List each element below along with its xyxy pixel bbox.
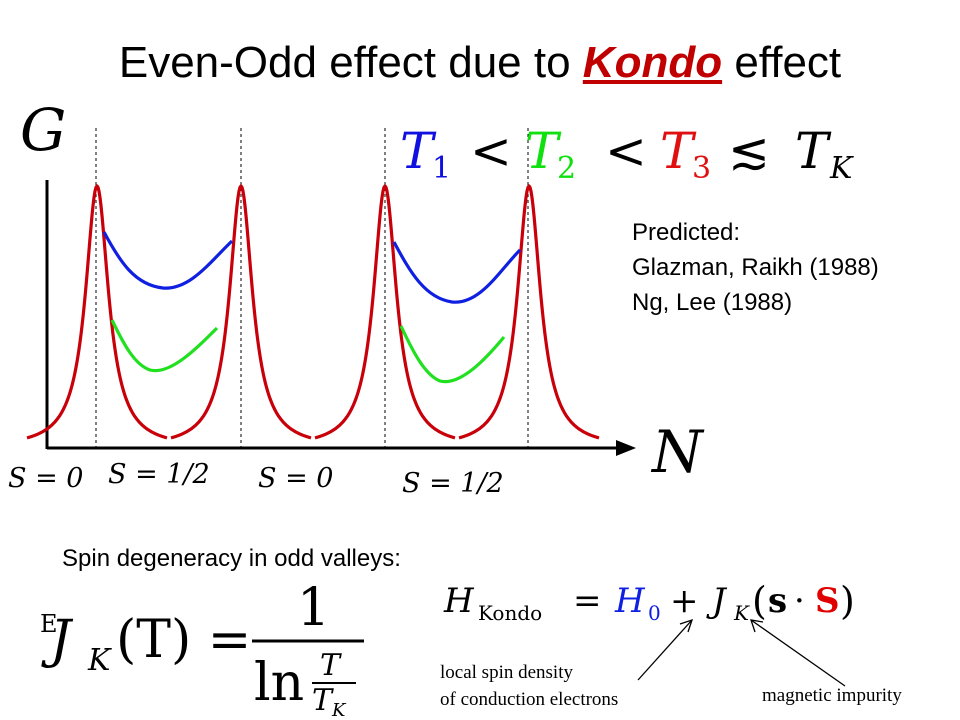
s-small-bold: s <box>768 581 787 621</box>
blue-valley-curve <box>392 241 522 304</box>
inner-denominator-subscript: K <box>331 700 347 720</box>
spin-label: S = 0 <box>258 463 333 494</box>
x-axis-label: N <box>650 418 705 486</box>
green-valley-curve <box>110 319 219 373</box>
jk-formula: E J K (T) = 1 ln T T K <box>40 578 364 720</box>
t1-subscript: 1 <box>432 151 451 186</box>
t3-symbol: T <box>660 122 697 180</box>
spin-degeneracy-text: Spin degeneracy in odd valleys: <box>62 545 401 572</box>
blue-valley-curve <box>102 231 234 290</box>
t2-symbol: T <box>525 122 562 180</box>
hamiltonian-lhs: H <box>443 581 475 621</box>
paren-close: ) <box>840 579 855 623</box>
jk-formula-numerator: 1 <box>297 578 330 638</box>
h0-symbol: H <box>614 581 646 621</box>
t2-subscript: 2 <box>557 151 576 186</box>
kondo-hamiltonian: H Kondo = H 0 + J K ( s · S ) <box>443 579 855 625</box>
jk-formula-subscript: K <box>87 643 112 678</box>
annotation-arrows <box>637 618 846 687</box>
tk-subscript: K <box>829 151 854 186</box>
coulomb-peaks <box>26 184 600 440</box>
y-axis-label: G <box>20 96 66 164</box>
coulomb-peak <box>26 184 168 440</box>
spin-labels: S = 0 S = 1/2 S = 0 S = 1/2 <box>8 459 504 499</box>
local-spin-note-line1: local spin density <box>440 662 573 683</box>
slide-title: Even-Odd effect due to Kondo effect <box>0 38 960 88</box>
inner-denominator: T <box>312 683 334 718</box>
green-valley-curve <box>399 325 506 384</box>
coulomb-peak <box>458 184 600 440</box>
less-than-symbol: < <box>470 122 512 180</box>
tk-symbol: T <box>795 122 832 180</box>
arrow-local-spin <box>637 619 693 681</box>
less-sim-symbol: ≲ <box>728 122 770 180</box>
local-spin-note-line2: of conduction electrons <box>440 689 619 710</box>
hamiltonian-plus: + <box>670 581 699 621</box>
arrowhead <box>679 618 694 633</box>
predicted-ref: Glazman, Raikh (1988) <box>632 254 879 281</box>
stray-character: E <box>40 610 58 638</box>
hamiltonian-lhs-sub: Kondo <box>478 601 542 625</box>
arrowhead <box>750 619 764 633</box>
dot-product: · <box>794 581 805 621</box>
inner-numerator: T <box>320 648 342 683</box>
predicted-ref: Ng, Lee (1988) <box>632 289 793 316</box>
arrow-magnetic-impurity <box>750 619 846 687</box>
jk-formula-arg: (T) = <box>116 610 251 670</box>
magnetic-impurity-note: magnetic impurity <box>762 685 902 706</box>
h0-subscript: 0 <box>648 601 661 625</box>
temperature-relation: T 1 < T 2 < T 3 ≲ T K <box>400 122 854 186</box>
hamiltonian-equals: = <box>573 581 602 621</box>
jk-symbol: J <box>706 581 728 621</box>
x-axis-arrowhead <box>616 440 636 456</box>
title-prefix: Even-Odd effect due to <box>118 38 583 87</box>
ln-symbol: ln <box>254 653 304 713</box>
title-kondo: Kondo <box>582 38 723 87</box>
predicted-box: Predicted: Glazman, Raikh (1988) Ng, Lee… <box>632 215 879 320</box>
spin-label: S = 1/2 <box>402 468 504 499</box>
t1-symbol: T <box>400 122 437 180</box>
title-suffix: effect <box>722 38 842 87</box>
jk-subscript: K <box>733 601 750 625</box>
coulomb-peak <box>314 184 456 440</box>
s-big-bold: S <box>815 581 840 621</box>
spin-label: S = 0 <box>8 463 83 494</box>
t3-subscript: 3 <box>692 151 711 186</box>
dashed-guides <box>95 128 529 448</box>
spin-label: S = 1/2 <box>108 459 210 490</box>
less-than-symbol: < <box>605 122 647 180</box>
coulomb-peak <box>170 184 312 440</box>
predicted-heading: Predicted: <box>632 219 741 246</box>
paren-open: ( <box>752 579 767 623</box>
